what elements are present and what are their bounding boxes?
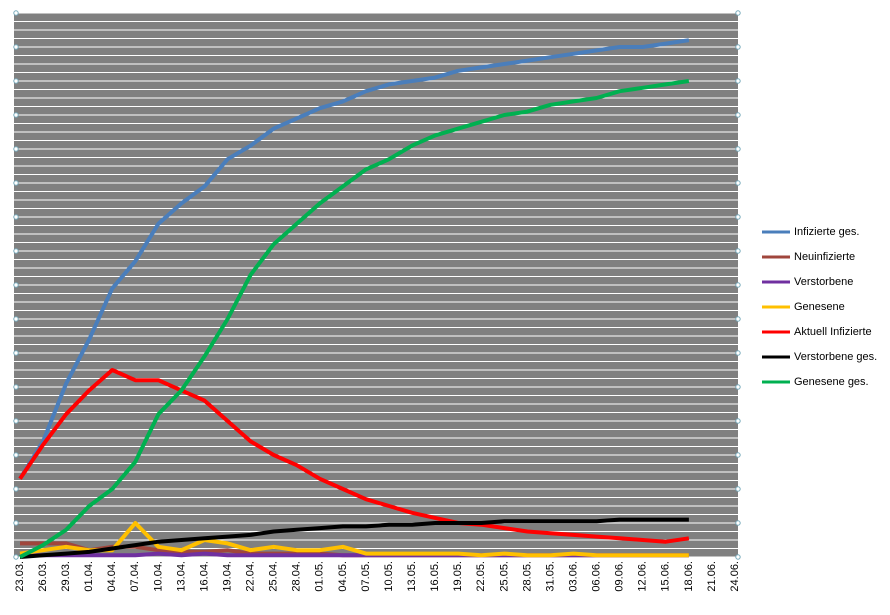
series-line [19, 517, 689, 559]
y-tick-mark [13, 316, 19, 322]
x-tick-label: 18.06. [683, 561, 695, 592]
legend-label: Neuinfizierte [794, 251, 855, 263]
y2-tick-mark [735, 180, 741, 186]
x-tick-label: 13.05. [406, 561, 418, 592]
x-tick-label: 23.03. [14, 561, 26, 592]
y-tick-mark [13, 180, 19, 186]
x-tick-label: 19.05. [452, 561, 464, 592]
x-tick-label: 19.04. [221, 561, 233, 592]
y-tick-mark [13, 452, 19, 458]
y-tick-mark [13, 78, 19, 84]
x-tick-label: 10.05. [383, 561, 395, 592]
x-tick-label: 04.04. [106, 561, 118, 592]
y2-tick-mark [735, 248, 741, 254]
series-line [19, 521, 689, 558]
x-tick-label: 03.06. [567, 561, 579, 592]
y2-tick-mark [735, 384, 741, 390]
x-tick-label: 13.04. [175, 561, 187, 592]
y2-tick-mark [735, 112, 741, 118]
series-line [18, 38, 690, 480]
x-tick-label: 09.06. [614, 561, 626, 592]
y2-tick-mark [735, 418, 741, 424]
y2-tick-mark [735, 554, 741, 560]
x-tick-label: 06.06. [591, 561, 603, 592]
x-tick-label: 22.05. [475, 561, 487, 592]
legend-label: Genesene [794, 301, 845, 313]
y-tick-mark [13, 384, 19, 390]
y-tick-mark [13, 44, 19, 50]
y-tick-mark [13, 214, 19, 220]
y2-tick-mark [735, 214, 741, 220]
legend-label: Aktuell Infizierte [794, 326, 872, 338]
y2-tick-mark [735, 520, 741, 526]
y2-tick-mark [735, 282, 741, 288]
x-tick-label: 15.06. [660, 561, 672, 592]
x-tick-label: 07.04. [129, 561, 141, 592]
y2-tick-mark [735, 44, 741, 50]
y-tick-mark [13, 10, 19, 16]
y-tick-mark [13, 520, 19, 526]
x-tick-label: 25.04. [268, 561, 280, 592]
y-tick-mark [13, 282, 19, 288]
x-tick-label: 28.05. [521, 561, 533, 592]
legend-label: Verstorbene ges. [794, 351, 877, 363]
x-tick-label: 24.06. [729, 561, 741, 592]
x-tick-label: 12.06. [637, 561, 649, 592]
y-tick-mark [13, 350, 19, 356]
y-tick-mark [13, 554, 19, 560]
x-tick-label: 16.05. [429, 561, 441, 592]
y-tick-mark [13, 146, 19, 152]
series-line [18, 368, 690, 544]
x-tick-label: 21.06. [706, 561, 718, 592]
y-tick-mark [13, 418, 19, 424]
y2-tick-mark [735, 350, 741, 356]
y2-tick-mark [735, 146, 741, 152]
x-tick-label: 26.03. [37, 561, 49, 592]
x-tick-label: 07.05. [360, 561, 372, 592]
y-tick-mark [13, 112, 19, 118]
x-tick-label: 10.04. [152, 561, 164, 592]
x-tick-label: 28.04. [291, 561, 303, 592]
x-tick-label: 25.05. [498, 561, 510, 592]
x-tick-label: 31.05. [544, 561, 556, 592]
series-line [19, 79, 690, 559]
x-tick-label: 22.04. [245, 561, 257, 592]
legend-label: Verstorbene [794, 276, 853, 288]
y2-tick-mark [735, 10, 741, 16]
y2-tick-mark [735, 316, 741, 322]
y-tick-mark [13, 486, 19, 492]
x-tick-label: 04.05. [337, 561, 349, 592]
y2-tick-mark [735, 486, 741, 492]
x-tick-label: 16.04. [198, 561, 210, 592]
y-tick-mark [13, 248, 19, 254]
legend-label: Genesene ges. [794, 376, 869, 388]
y2-tick-mark [735, 452, 741, 458]
legend-label: Infizierte ges. [794, 226, 859, 238]
x-tick-label: 01.05. [314, 561, 326, 592]
y2-tick-mark [735, 78, 741, 84]
x-tick-label: 29.03. [60, 561, 72, 592]
x-tick-label: 01.04. [83, 561, 95, 592]
